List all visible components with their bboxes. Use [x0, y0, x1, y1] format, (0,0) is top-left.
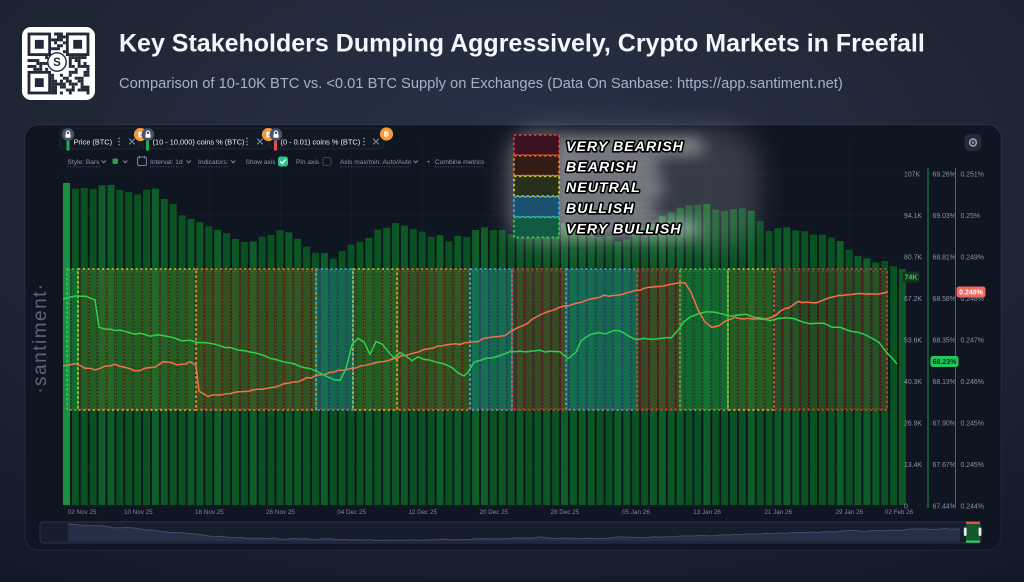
svg-text:Style: Bars: Style: Bars — [68, 159, 101, 166]
svg-text:0: 0 — [904, 503, 908, 510]
svg-text:0.25%: 0.25% — [961, 213, 981, 220]
svg-text:53.6K: 53.6K — [904, 337, 922, 344]
svg-text:+: + — [427, 159, 431, 166]
svg-text:40.3K: 40.3K — [904, 379, 922, 386]
svg-text:67.44%: 67.44% — [933, 503, 956, 510]
svg-text:0.245%: 0.245% — [961, 462, 984, 469]
svg-text:(0 - 0.01) coins % (BTC): (0 - 0.01) coins % (BTC) — [281, 137, 361, 146]
svg-text:0.245%: 0.245% — [961, 420, 984, 427]
svg-text:S: S — [53, 57, 61, 69]
svg-text:0.248%: 0.248% — [959, 290, 984, 297]
svg-text:20 Dec 25: 20 Dec 25 — [479, 509, 508, 516]
svg-text:13 Jan 26: 13 Jan 26 — [693, 509, 721, 516]
svg-text:Interval: 1d: Interval: 1d — [150, 159, 183, 166]
svg-text:18 Nov 25: 18 Nov 25 — [195, 509, 224, 516]
svg-text:10 Nov 25: 10 Nov 25 — [124, 509, 153, 516]
svg-text:0.244%: 0.244% — [961, 503, 984, 510]
svg-text:80.7K: 80.7K — [904, 254, 922, 261]
svg-text:02 Nov 25: 02 Nov 25 — [68, 509, 97, 516]
svg-text:94.1K: 94.1K — [904, 213, 922, 220]
svg-text:0.247%: 0.247% — [961, 337, 984, 344]
svg-text:69.03%: 69.03% — [933, 213, 956, 220]
svg-text:Indicators:: Indicators: — [198, 159, 229, 166]
svg-text:69.26%: 69.26% — [933, 171, 956, 178]
svg-text:26.9K: 26.9K — [904, 420, 922, 427]
svg-text:67.67%: 67.67% — [933, 462, 956, 469]
svg-text:Price (BTC): Price (BTC) — [74, 137, 113, 146]
svg-text:68.58%: 68.58% — [933, 296, 956, 303]
svg-text:VERY BULLISH: VERY BULLISH — [566, 221, 682, 237]
svg-text:13.4K: 13.4K — [904, 462, 922, 469]
svg-text:21 Jan 26: 21 Jan 26 — [764, 509, 792, 516]
svg-text:74K: 74K — [904, 273, 918, 282]
svg-text:107K: 107K — [904, 171, 920, 178]
svg-text:BULLISH: BULLISH — [566, 201, 634, 217]
svg-text:67.90%: 67.90% — [933, 420, 956, 427]
svg-text:(10 - 10,000) coins % (BTC): (10 - 10,000) coins % (BTC) — [153, 137, 245, 146]
svg-text:68.13%: 68.13% — [933, 379, 956, 386]
svg-text:BEARISH: BEARISH — [566, 160, 637, 176]
svg-text:02 Feb 26: 02 Feb 26 — [885, 509, 914, 516]
svg-text:0.248%: 0.248% — [961, 296, 984, 303]
svg-text:Key Stakeholders Dumping Aggre: Key Stakeholders Dumping Aggressively, C… — [119, 30, 925, 58]
svg-text:68.81%: 68.81% — [933, 254, 956, 261]
svg-text:68.35%: 68.35% — [933, 337, 956, 344]
svg-text:29 Jan 26: 29 Jan 26 — [835, 509, 863, 516]
svg-text:26 Nov 25: 26 Nov 25 — [266, 509, 295, 516]
svg-text:67.2K: 67.2K — [904, 296, 922, 303]
svg-text:VERY BEARISH: VERY BEARISH — [566, 139, 684, 155]
svg-text:68.23%: 68.23% — [933, 359, 958, 366]
svg-text:0.251%: 0.251% — [961, 171, 984, 178]
svg-text:Comparison of 10-10K BTC vs. <: Comparison of 10-10K BTC vs. <0.01 BTC S… — [119, 76, 843, 92]
svg-text:B: B — [138, 130, 143, 139]
svg-text:Combine metrics: Combine metrics — [435, 159, 485, 166]
svg-text:28 Dec 25: 28 Dec 25 — [551, 509, 580, 516]
svg-text:B: B — [266, 130, 271, 139]
svg-text:NEUTRAL: NEUTRAL — [566, 180, 641, 196]
svg-text:0.246%: 0.246% — [961, 379, 984, 386]
svg-text:Pin axis: Pin axis — [296, 159, 320, 166]
svg-text:Show axis: Show axis — [246, 159, 277, 166]
svg-text:04 Dec 25: 04 Dec 25 — [337, 509, 366, 516]
svg-text:05 Jan 26: 05 Jan 26 — [622, 509, 650, 516]
svg-text:Axis max/min: Auto/Auto: Axis max/min: Auto/Auto — [340, 159, 412, 166]
svg-text:12 Dec 25: 12 Dec 25 — [408, 509, 437, 516]
svg-text:B: B — [384, 130, 389, 139]
svg-text:·santiment·: ·santiment· — [30, 282, 51, 394]
svg-text:0.249%: 0.249% — [961, 254, 984, 261]
